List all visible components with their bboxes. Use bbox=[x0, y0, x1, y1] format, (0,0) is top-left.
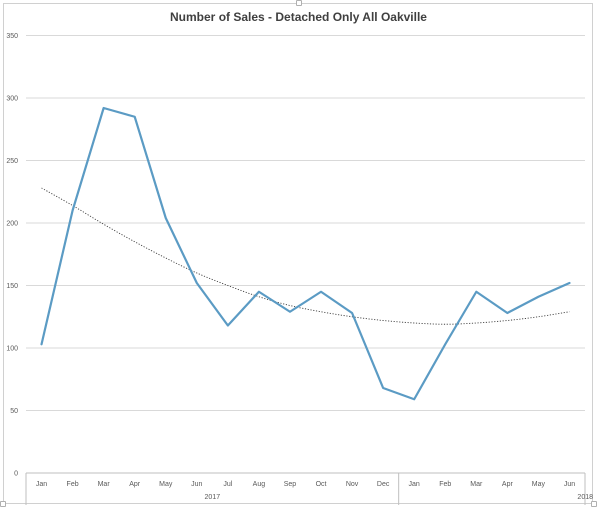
x-tick-label: Mar bbox=[470, 481, 483, 488]
x-tick-label: Oct bbox=[316, 481, 327, 488]
y-tick-label: 50 bbox=[10, 408, 18, 415]
data-point[interactable] bbox=[70, 208, 75, 213]
x-tick-label: Feb bbox=[439, 481, 451, 488]
x-tick-label: Aug bbox=[253, 481, 266, 488]
x-tick-label: Apr bbox=[502, 481, 514, 488]
data-point[interactable] bbox=[443, 342, 448, 347]
y-tick-label: 350 bbox=[6, 33, 18, 40]
data-point[interactable] bbox=[132, 114, 137, 119]
chart-area[interactable] bbox=[3, 3, 593, 504]
data-point[interactable] bbox=[225, 323, 230, 328]
x-tick-label: Jan bbox=[36, 481, 47, 488]
data-point[interactable] bbox=[381, 386, 386, 391]
gridlines bbox=[26, 35, 585, 411]
year-group-label: 2017 bbox=[205, 494, 221, 501]
x-tick-label: May bbox=[159, 481, 173, 488]
year-group-label: 2018 bbox=[577, 494, 593, 501]
data-point[interactable] bbox=[567, 281, 572, 286]
data-point[interactable] bbox=[163, 216, 168, 221]
x-tick-label: Jul bbox=[223, 481, 232, 488]
x-tick-label: Sep bbox=[284, 481, 297, 488]
x-tick-label: May bbox=[532, 481, 546, 488]
y-tick-label: 250 bbox=[6, 158, 18, 165]
series-line[interactable] bbox=[40, 106, 571, 401]
trendline bbox=[41, 187, 570, 325]
y-axis-tick-labels: 0 50 100 150 200 250 300 350 bbox=[6, 33, 18, 478]
y-tick-label: 200 bbox=[6, 221, 18, 228]
data-point[interactable] bbox=[474, 289, 479, 294]
x-tick-label: Nov bbox=[346, 481, 359, 488]
data-point[interactable] bbox=[319, 289, 324, 294]
resize-handle-top[interactable] bbox=[296, 0, 302, 6]
data-point[interactable] bbox=[194, 281, 199, 286]
y-tick-label: 0 bbox=[14, 471, 18, 478]
series-lines bbox=[40, 106, 571, 401]
y-tick-label: 150 bbox=[6, 283, 18, 290]
data-points bbox=[39, 106, 572, 402]
data-point[interactable] bbox=[287, 309, 292, 314]
x-tick-label: Dec bbox=[377, 481, 390, 488]
y-tick-label: 300 bbox=[6, 96, 18, 103]
x-tick-label: Jun bbox=[564, 481, 575, 488]
data-point[interactable] bbox=[101, 106, 106, 111]
trendline-path bbox=[41, 187, 570, 325]
x-axis: 2017 2018 Jan Feb Mar Apr May Jun Jul Aug Sep Oct No… bbox=[25, 472, 593, 505]
y-tick-label: 100 bbox=[6, 346, 18, 353]
x-tick-label: Jan bbox=[409, 481, 420, 488]
data-point[interactable] bbox=[39, 342, 44, 347]
data-point[interactable] bbox=[505, 311, 510, 316]
chart-title: Number of Sales - Detached Only All Oakv… bbox=[170, 10, 427, 24]
data-point[interactable] bbox=[350, 311, 355, 316]
x-tick-label: Jun bbox=[191, 481, 202, 488]
x-tick-label: Mar bbox=[98, 481, 111, 488]
data-point[interactable] bbox=[536, 294, 541, 299]
data-point[interactable] bbox=[412, 397, 417, 402]
x-tick-label: Feb bbox=[67, 481, 79, 488]
x-tick-label: Apr bbox=[129, 481, 141, 488]
data-point[interactable] bbox=[256, 289, 261, 294]
